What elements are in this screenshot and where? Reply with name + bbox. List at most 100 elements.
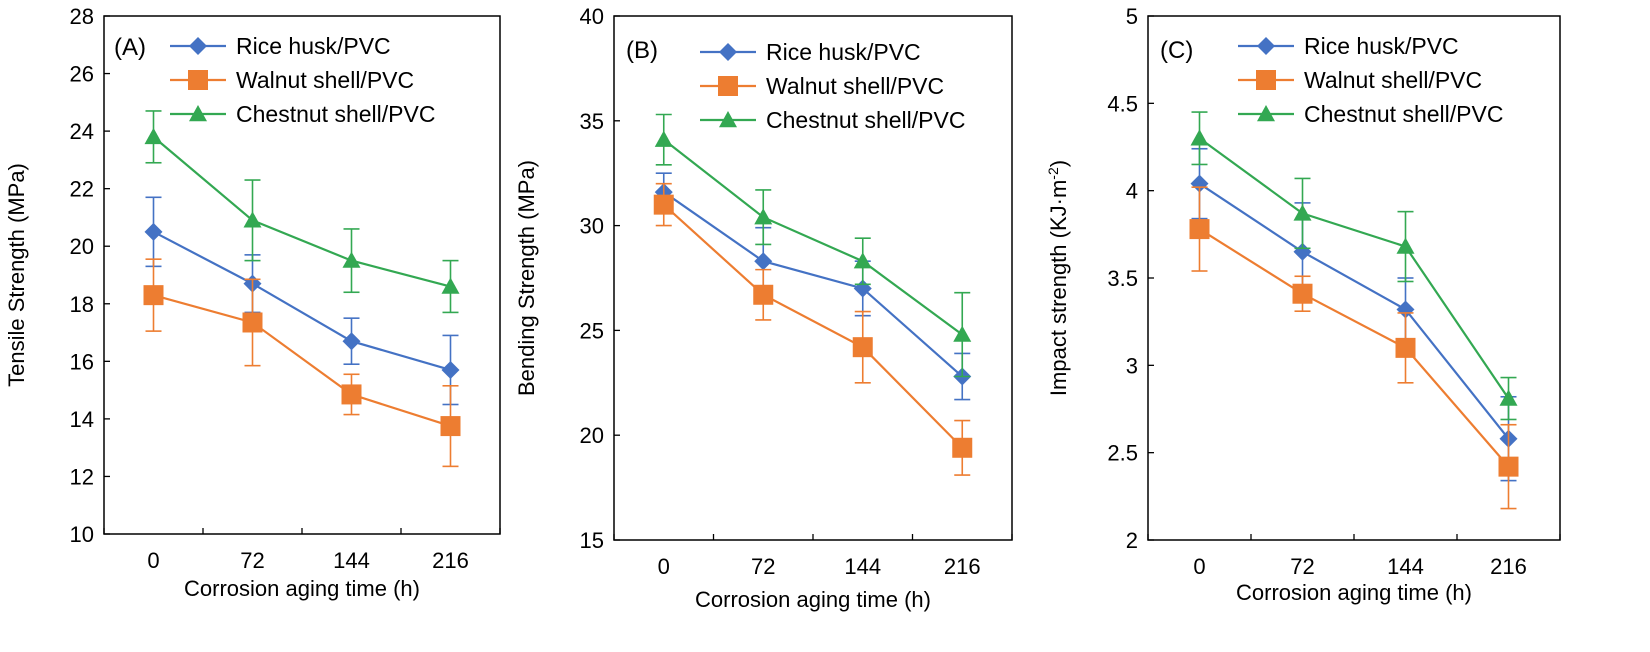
- legend-marker: [719, 111, 737, 128]
- data-point: [243, 211, 262, 228]
- panel-a: 10 12 14 16 18 20 22 24 26 28 0 72 144 216 Corrosion a…: [4, 4, 501, 601]
- data-point: [441, 360, 460, 379]
- x-tick-label: 216: [1490, 554, 1527, 579]
- data-point: [952, 437, 973, 458]
- y-tick-label: 5: [1126, 4, 1138, 29]
- y-tick-label: 14: [70, 407, 94, 432]
- data-point: [342, 332, 361, 351]
- data-point: [1292, 283, 1313, 304]
- series-line: [663, 138, 963, 336]
- data-point: [242, 312, 263, 333]
- y-tick-label: 16: [70, 349, 94, 374]
- y-tick-label: 28: [70, 4, 94, 29]
- data-point: [852, 337, 873, 358]
- series-chestnut-shell: [1190, 111, 1518, 421]
- panel-c: 2 2.5 3 3.5 4 4.5 5 0 72 144 216 Corrosion aging ti…: [1045, 4, 1561, 605]
- legend-label: Chestnut shell/PVC: [236, 101, 435, 127]
- y-tick-label: 26: [70, 62, 94, 87]
- data-point: [143, 285, 164, 306]
- legend: Rice husk/PVC Walnut shell/PVC Chestnut sh…: [1238, 33, 1503, 127]
- series-rice-husk: [1190, 147, 1518, 482]
- legend-label: Rice husk/PVC: [236, 33, 391, 59]
- y-tick-label: 35: [580, 109, 604, 134]
- data-point: [440, 416, 461, 437]
- series-chestnut-shell: [654, 113, 972, 378]
- series-chestnut-shell: [144, 110, 460, 314]
- x-tick-label: 216: [944, 554, 981, 579]
- y-tick-label: 3: [1126, 353, 1138, 378]
- series-line: [663, 203, 964, 449]
- data-point: [953, 325, 972, 342]
- x-axis-title: Corrosion aging time (h): [1236, 580, 1472, 605]
- y-tick-label: 2: [1126, 528, 1138, 553]
- legend: Rice husk/PVC Walnut shell/PVC Chestnut sh…: [170, 33, 435, 127]
- y-axis-title: Impact strength (KJ·m-2): [1045, 160, 1071, 396]
- y-tick-label: 30: [580, 214, 604, 239]
- legend-marker: [1257, 105, 1275, 122]
- x-tick-label: 0: [147, 548, 159, 573]
- y-tick-label: 10: [70, 522, 94, 547]
- series-line: [152, 136, 451, 288]
- data-point: [441, 277, 460, 294]
- x-tick-label: 72: [1290, 554, 1314, 579]
- x-tick-label: 72: [240, 548, 264, 573]
- legend: Rice husk/PVC Walnut shell/PVC Chestnut sh…: [700, 39, 965, 133]
- x-tick-label: 144: [1387, 554, 1424, 579]
- series-walnut-shell: [143, 258, 461, 468]
- x-tick-label: 0: [658, 554, 670, 579]
- series-line: [153, 294, 451, 428]
- data-point: [1498, 456, 1519, 477]
- series-line: [1198, 182, 1510, 440]
- y-tick-label: 20: [580, 423, 604, 448]
- data-point: [1293, 204, 1312, 221]
- legend-marker: [188, 70, 208, 90]
- y-axis-title: Bending Strength (MPa): [514, 160, 539, 396]
- series-line: [1198, 137, 1510, 400]
- data-point: [1396, 237, 1415, 254]
- panel-b: 15 20 25 30 35 40 0 72 144 216 Corrosion aging tim…: [514, 4, 1013, 612]
- series-walnut-shell: [1189, 186, 1519, 510]
- data-point: [1293, 242, 1312, 261]
- legend-label: Rice husk/PVC: [1304, 33, 1459, 59]
- data-point: [654, 130, 673, 147]
- series-rice-husk: [144, 196, 460, 406]
- legend-marker: [189, 37, 207, 55]
- legend-marker: [1256, 70, 1276, 90]
- data-point: [653, 194, 674, 215]
- series-rice-husk: [654, 172, 972, 401]
- legend-marker: [1257, 37, 1275, 55]
- data-point: [144, 127, 163, 145]
- legend-marker: [719, 43, 737, 61]
- y-tick-label: 2.5: [1107, 441, 1138, 466]
- data-point: [144, 222, 163, 241]
- y-tick-label: 15: [580, 528, 604, 553]
- x-tick-label: 144: [333, 548, 370, 573]
- data-point: [341, 384, 362, 405]
- y-tick-label: 20: [70, 234, 94, 259]
- x-tick-label: 72: [751, 554, 775, 579]
- data-point: [1499, 389, 1518, 406]
- data-point: [1189, 219, 1210, 240]
- x-tick-label: 0: [1193, 554, 1205, 579]
- y-tick-label: 22: [70, 177, 94, 202]
- y-tick-label: 25: [580, 318, 604, 343]
- data-point: [753, 284, 774, 305]
- data-point: [1190, 174, 1209, 193]
- y-tick-label: 3.5: [1107, 266, 1138, 291]
- data-point: [754, 208, 773, 225]
- x-axis-title: Corrosion aging time (h): [184, 576, 420, 601]
- y-axis-title: Tensile Strength (MPa): [4, 163, 29, 387]
- y-tick-label: 4: [1126, 179, 1138, 204]
- legend-label: Walnut shell/PVC: [766, 73, 944, 99]
- legend-label: Rice husk/PVC: [766, 39, 921, 65]
- series-line: [1198, 228, 1510, 468]
- panel-label: (C): [1160, 37, 1193, 64]
- data-point: [1396, 300, 1415, 319]
- data-point: [853, 252, 872, 269]
- panel-label: (B): [626, 37, 658, 64]
- legend-label: Walnut shell/PVC: [1304, 67, 1482, 93]
- data-point: [1395, 337, 1416, 358]
- x-axis-title: Corrosion aging time (h): [695, 587, 931, 612]
- series-walnut-shell: [653, 182, 973, 476]
